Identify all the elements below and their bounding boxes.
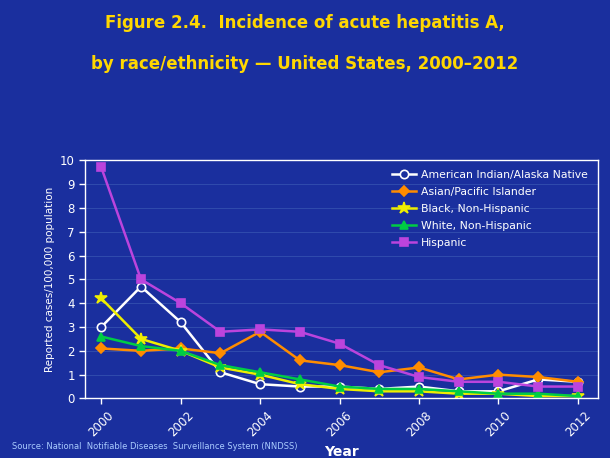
White, Non-Hispanic [137,344,145,349]
American Indian/Alaska Native [336,384,343,389]
Hispanic [98,165,105,170]
Hispanic [376,362,383,368]
Hispanic [455,379,462,385]
Black, Non-Hispanic [257,372,264,377]
Hispanic [415,374,423,380]
Y-axis label: Reported cases/100,000 population: Reported cases/100,000 population [45,187,54,372]
White, Non-Hispanic [376,386,383,392]
White, Non-Hispanic [495,391,502,397]
American Indian/Alaska Native [296,384,304,389]
Black, Non-Hispanic [495,391,502,397]
Black, Non-Hispanic [296,382,304,387]
Asian/Pacific Islander [336,362,343,368]
Hispanic [296,329,304,334]
Asian/Pacific Islander [296,358,304,363]
Asian/Pacific Islander [455,376,462,382]
White, Non-Hispanic [257,370,264,375]
Text: by race/ethnicity — United States, 2000–2012: by race/ethnicity — United States, 2000–… [92,55,518,73]
Asian/Pacific Islander [574,379,581,385]
Black, Non-Hispanic [415,388,423,394]
American Indian/Alaska Native [98,324,105,330]
Text: Source: National  Notifiable Diseases  Surveillance System (NNDSS): Source: National Notifiable Diseases Sur… [12,442,298,451]
American Indian/Alaska Native [455,388,462,394]
Line: Asian/Pacific Islander: Asian/Pacific Islander [98,328,581,385]
Line: White, Non-Hispanic: White, Non-Hispanic [97,333,582,400]
Hispanic [336,341,343,346]
Black, Non-Hispanic [98,296,105,301]
American Indian/Alaska Native [177,320,184,325]
Legend: American Indian/Alaska Native, Asian/Pacific Islander, Black, Non-Hispanic, Whit: American Indian/Alaska Native, Asian/Pac… [387,166,592,252]
White, Non-Hispanic [534,391,542,397]
Black, Non-Hispanic [574,393,581,399]
Black, Non-Hispanic [137,336,145,342]
Asian/Pacific Islander [217,350,224,356]
White, Non-Hispanic [415,386,423,392]
American Indian/Alaska Native [257,382,264,387]
White, Non-Hispanic [574,393,581,399]
Black, Non-Hispanic [534,393,542,399]
Line: Black, Non-Hispanic: Black, Non-Hispanic [95,292,584,402]
Asian/Pacific Islander [98,346,105,351]
Black, Non-Hispanic [455,391,462,397]
Line: American Indian/Alaska Native: American Indian/Alaska Native [97,283,582,395]
Black, Non-Hispanic [336,386,343,392]
American Indian/Alaska Native [217,370,224,375]
White, Non-Hispanic [455,388,462,394]
Line: Hispanic: Hispanic [97,164,582,391]
Black, Non-Hispanic [376,388,383,394]
Asian/Pacific Islander [137,348,145,354]
Asian/Pacific Islander [177,346,184,351]
Hispanic [257,327,264,332]
Asian/Pacific Islander [257,329,264,334]
Black, Non-Hispanic [217,365,224,370]
American Indian/Alaska Native [534,376,542,382]
Asian/Pacific Islander [415,365,423,370]
White, Non-Hispanic [98,334,105,339]
Hispanic [217,329,224,334]
White, Non-Hispanic [296,376,304,382]
White, Non-Hispanic [217,362,224,368]
Asian/Pacific Islander [534,374,542,380]
Asian/Pacific Islander [495,372,502,377]
Hispanic [534,384,542,389]
American Indian/Alaska Native [574,379,581,385]
Text: Figure 2.4.  Incidence of acute hepatitis A,: Figure 2.4. Incidence of acute hepatitis… [105,14,505,32]
X-axis label: Year: Year [325,445,359,458]
American Indian/Alaska Native [137,284,145,289]
Black, Non-Hispanic [177,348,184,354]
Asian/Pacific Islander [376,370,383,375]
American Indian/Alaska Native [495,388,502,394]
American Indian/Alaska Native [376,386,383,392]
White, Non-Hispanic [336,384,343,389]
White, Non-Hispanic [177,348,184,354]
Hispanic [495,379,502,385]
Hispanic [574,384,581,389]
Hispanic [137,277,145,282]
Hispanic [177,300,184,306]
American Indian/Alaska Native [415,384,423,389]
